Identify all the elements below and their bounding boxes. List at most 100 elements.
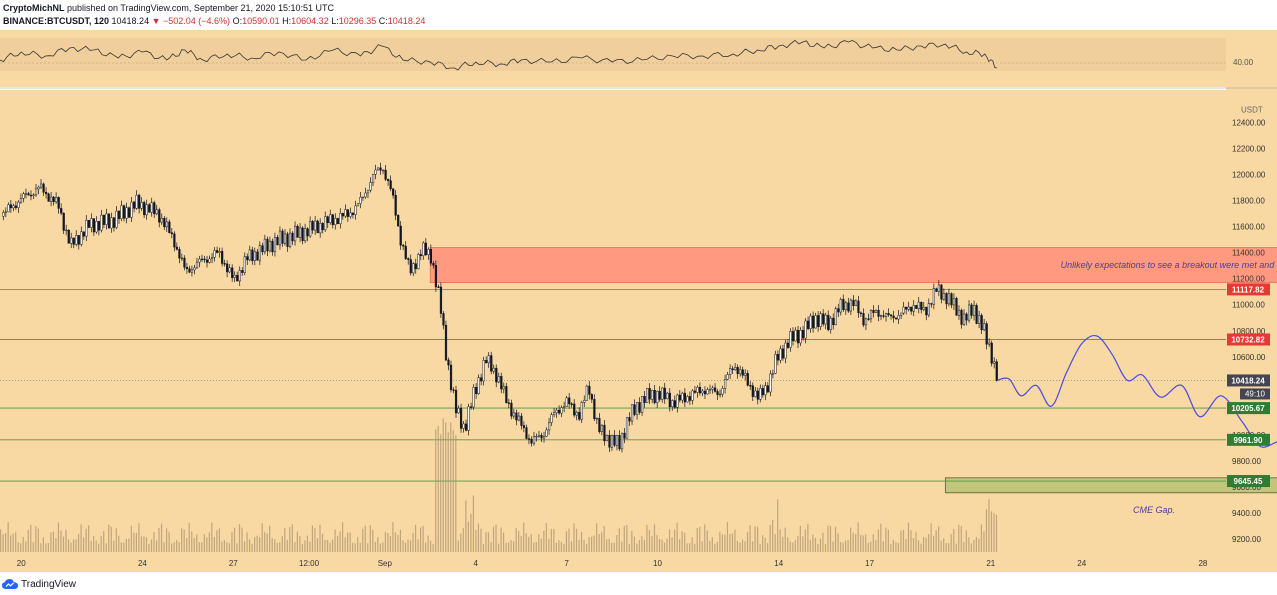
volume-bar bbox=[633, 536, 635, 552]
volume-bar bbox=[578, 539, 580, 552]
candle-up bbox=[376, 167, 380, 171]
volume-bar bbox=[85, 528, 87, 552]
candle-up bbox=[922, 306, 925, 310]
candle-down bbox=[510, 402, 513, 417]
candle-down bbox=[97, 221, 101, 231]
y-tick-label: 11000.00 bbox=[1232, 301, 1265, 310]
volume-bar bbox=[218, 528, 220, 552]
volume-bar bbox=[158, 527, 160, 552]
candle-down bbox=[402, 244, 405, 247]
volume-bar bbox=[764, 537, 766, 552]
high-label: H: bbox=[282, 16, 292, 26]
volume-bar bbox=[181, 528, 183, 552]
candle-down bbox=[27, 193, 30, 196]
candle-down bbox=[731, 368, 734, 371]
candle-up bbox=[17, 201, 20, 208]
volume-bar bbox=[706, 530, 708, 552]
volume-bar bbox=[143, 536, 145, 552]
candle-up bbox=[130, 201, 133, 218]
candle-up bbox=[952, 298, 956, 306]
candle-down bbox=[414, 263, 417, 270]
candle-down bbox=[867, 318, 870, 320]
candle-down bbox=[138, 194, 141, 209]
volume-bar bbox=[178, 542, 180, 552]
countdown-label: 49:10 bbox=[1245, 389, 1266, 398]
candle-down bbox=[153, 202, 156, 215]
author-name[interactable]: CryptoMichNL bbox=[3, 3, 65, 13]
candle-down bbox=[231, 267, 234, 278]
rsi-pane[interactable] bbox=[0, 30, 1226, 87]
volume-bar bbox=[638, 540, 640, 552]
candle-up bbox=[937, 284, 941, 292]
candle-down bbox=[394, 194, 397, 216]
candle-up bbox=[849, 299, 852, 312]
volume-bar bbox=[540, 538, 542, 552]
volume-bar bbox=[419, 527, 422, 552]
candle-down bbox=[673, 400, 676, 408]
volume-bar bbox=[404, 542, 407, 552]
volume-bar bbox=[359, 542, 361, 552]
volume-bar bbox=[150, 539, 153, 552]
volume-bar bbox=[555, 542, 557, 552]
candle-down bbox=[530, 439, 533, 444]
price-pane[interactable] bbox=[0, 90, 1226, 552]
volume-bar bbox=[520, 535, 522, 552]
symbol-name[interactable]: BINANCE:BTCUSDT, 120 bbox=[3, 16, 110, 26]
volume-bar bbox=[505, 542, 507, 552]
tradingview-logo[interactable]: TradingView bbox=[2, 578, 76, 590]
volume-bar bbox=[656, 535, 658, 552]
volume-bar bbox=[513, 541, 515, 552]
volume-bar bbox=[870, 541, 872, 552]
candle-down bbox=[178, 249, 181, 259]
volume-bar bbox=[286, 539, 288, 552]
volume-bar bbox=[741, 539, 744, 552]
candle-up bbox=[359, 196, 362, 204]
candle-down bbox=[842, 299, 845, 310]
candle-down bbox=[578, 411, 581, 420]
volume-bar bbox=[704, 524, 706, 552]
candle-down bbox=[593, 399, 596, 420]
candle-up bbox=[339, 213, 342, 225]
candle-down bbox=[306, 228, 309, 237]
candle-down bbox=[236, 274, 239, 282]
candle-down bbox=[77, 235, 80, 245]
candle-up bbox=[105, 213, 108, 225]
time-axis[interactable] bbox=[0, 552, 1277, 572]
candle-down bbox=[887, 313, 890, 316]
volume-bar bbox=[940, 540, 942, 552]
volume-bar bbox=[978, 538, 980, 552]
volume-bar bbox=[447, 432, 449, 552]
candle-up bbox=[864, 318, 868, 326]
candle-up bbox=[947, 293, 951, 305]
candle-up bbox=[771, 373, 775, 375]
volume-bar bbox=[425, 542, 427, 552]
volume-bar bbox=[165, 528, 168, 552]
chart-canvas[interactable]: Unlikely expectations to see a breakout … bbox=[0, 0, 1277, 572]
candle-down bbox=[683, 392, 687, 403]
volume-bar bbox=[485, 532, 487, 552]
candle-up bbox=[636, 402, 639, 415]
candle-up bbox=[719, 393, 722, 396]
volume-bar bbox=[774, 534, 776, 552]
candle-up bbox=[512, 412, 515, 417]
candle-down bbox=[221, 251, 224, 264]
volume-bar bbox=[709, 540, 711, 552]
volume-bar bbox=[746, 531, 749, 552]
volume-bar bbox=[842, 542, 844, 552]
horizontal-levels bbox=[0, 288, 1226, 482]
volume-bar bbox=[769, 524, 771, 552]
candle-down bbox=[168, 221, 171, 233]
volume-bar bbox=[970, 543, 972, 552]
volume-bar bbox=[193, 538, 195, 552]
candle-up bbox=[744, 373, 747, 376]
y-tick-label: 9200.00 bbox=[1232, 535, 1261, 544]
candle-down bbox=[716, 391, 719, 396]
candle-up bbox=[879, 315, 883, 317]
candle-down bbox=[598, 418, 601, 432]
volume-bar bbox=[372, 529, 374, 552]
candle-down bbox=[117, 210, 121, 219]
candle-down bbox=[429, 249, 432, 264]
candle-down bbox=[663, 387, 666, 400]
candle-down bbox=[424, 242, 427, 255]
candle-up bbox=[696, 386, 699, 393]
